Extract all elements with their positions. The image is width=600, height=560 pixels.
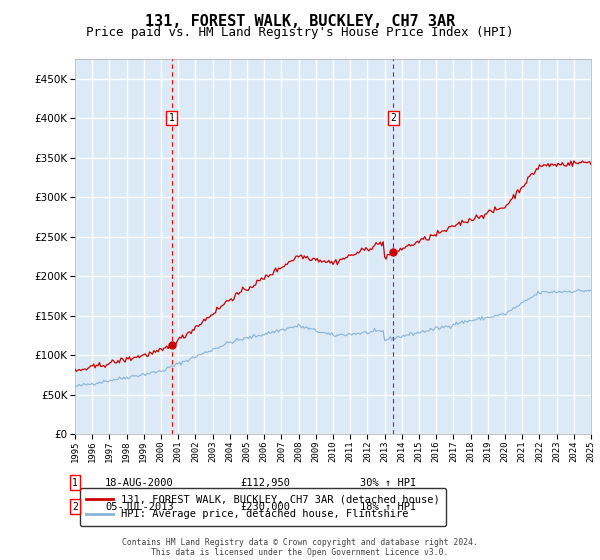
Text: Contains HM Land Registry data © Crown copyright and database right 2024.
This d: Contains HM Land Registry data © Crown c… — [122, 538, 478, 557]
Text: 2: 2 — [390, 113, 396, 123]
Text: 18% ↑ HPI: 18% ↑ HPI — [360, 502, 416, 512]
Text: 30% ↑ HPI: 30% ↑ HPI — [360, 478, 416, 488]
Text: £230,000: £230,000 — [240, 502, 290, 512]
Text: 05-JUL-2013: 05-JUL-2013 — [105, 502, 174, 512]
Legend: 131, FOREST WALK, BUCKLEY, CH7 3AR (detached house), HPI: Average price, detache: 131, FOREST WALK, BUCKLEY, CH7 3AR (deta… — [80, 488, 446, 526]
Text: 1: 1 — [72, 478, 78, 488]
Text: 131, FOREST WALK, BUCKLEY, CH7 3AR: 131, FOREST WALK, BUCKLEY, CH7 3AR — [145, 14, 455, 29]
Text: Price paid vs. HM Land Registry's House Price Index (HPI): Price paid vs. HM Land Registry's House … — [86, 26, 514, 39]
Text: 1: 1 — [169, 113, 175, 123]
Text: 2: 2 — [72, 502, 78, 512]
Text: 18-AUG-2000: 18-AUG-2000 — [105, 478, 174, 488]
Text: £112,950: £112,950 — [240, 478, 290, 488]
